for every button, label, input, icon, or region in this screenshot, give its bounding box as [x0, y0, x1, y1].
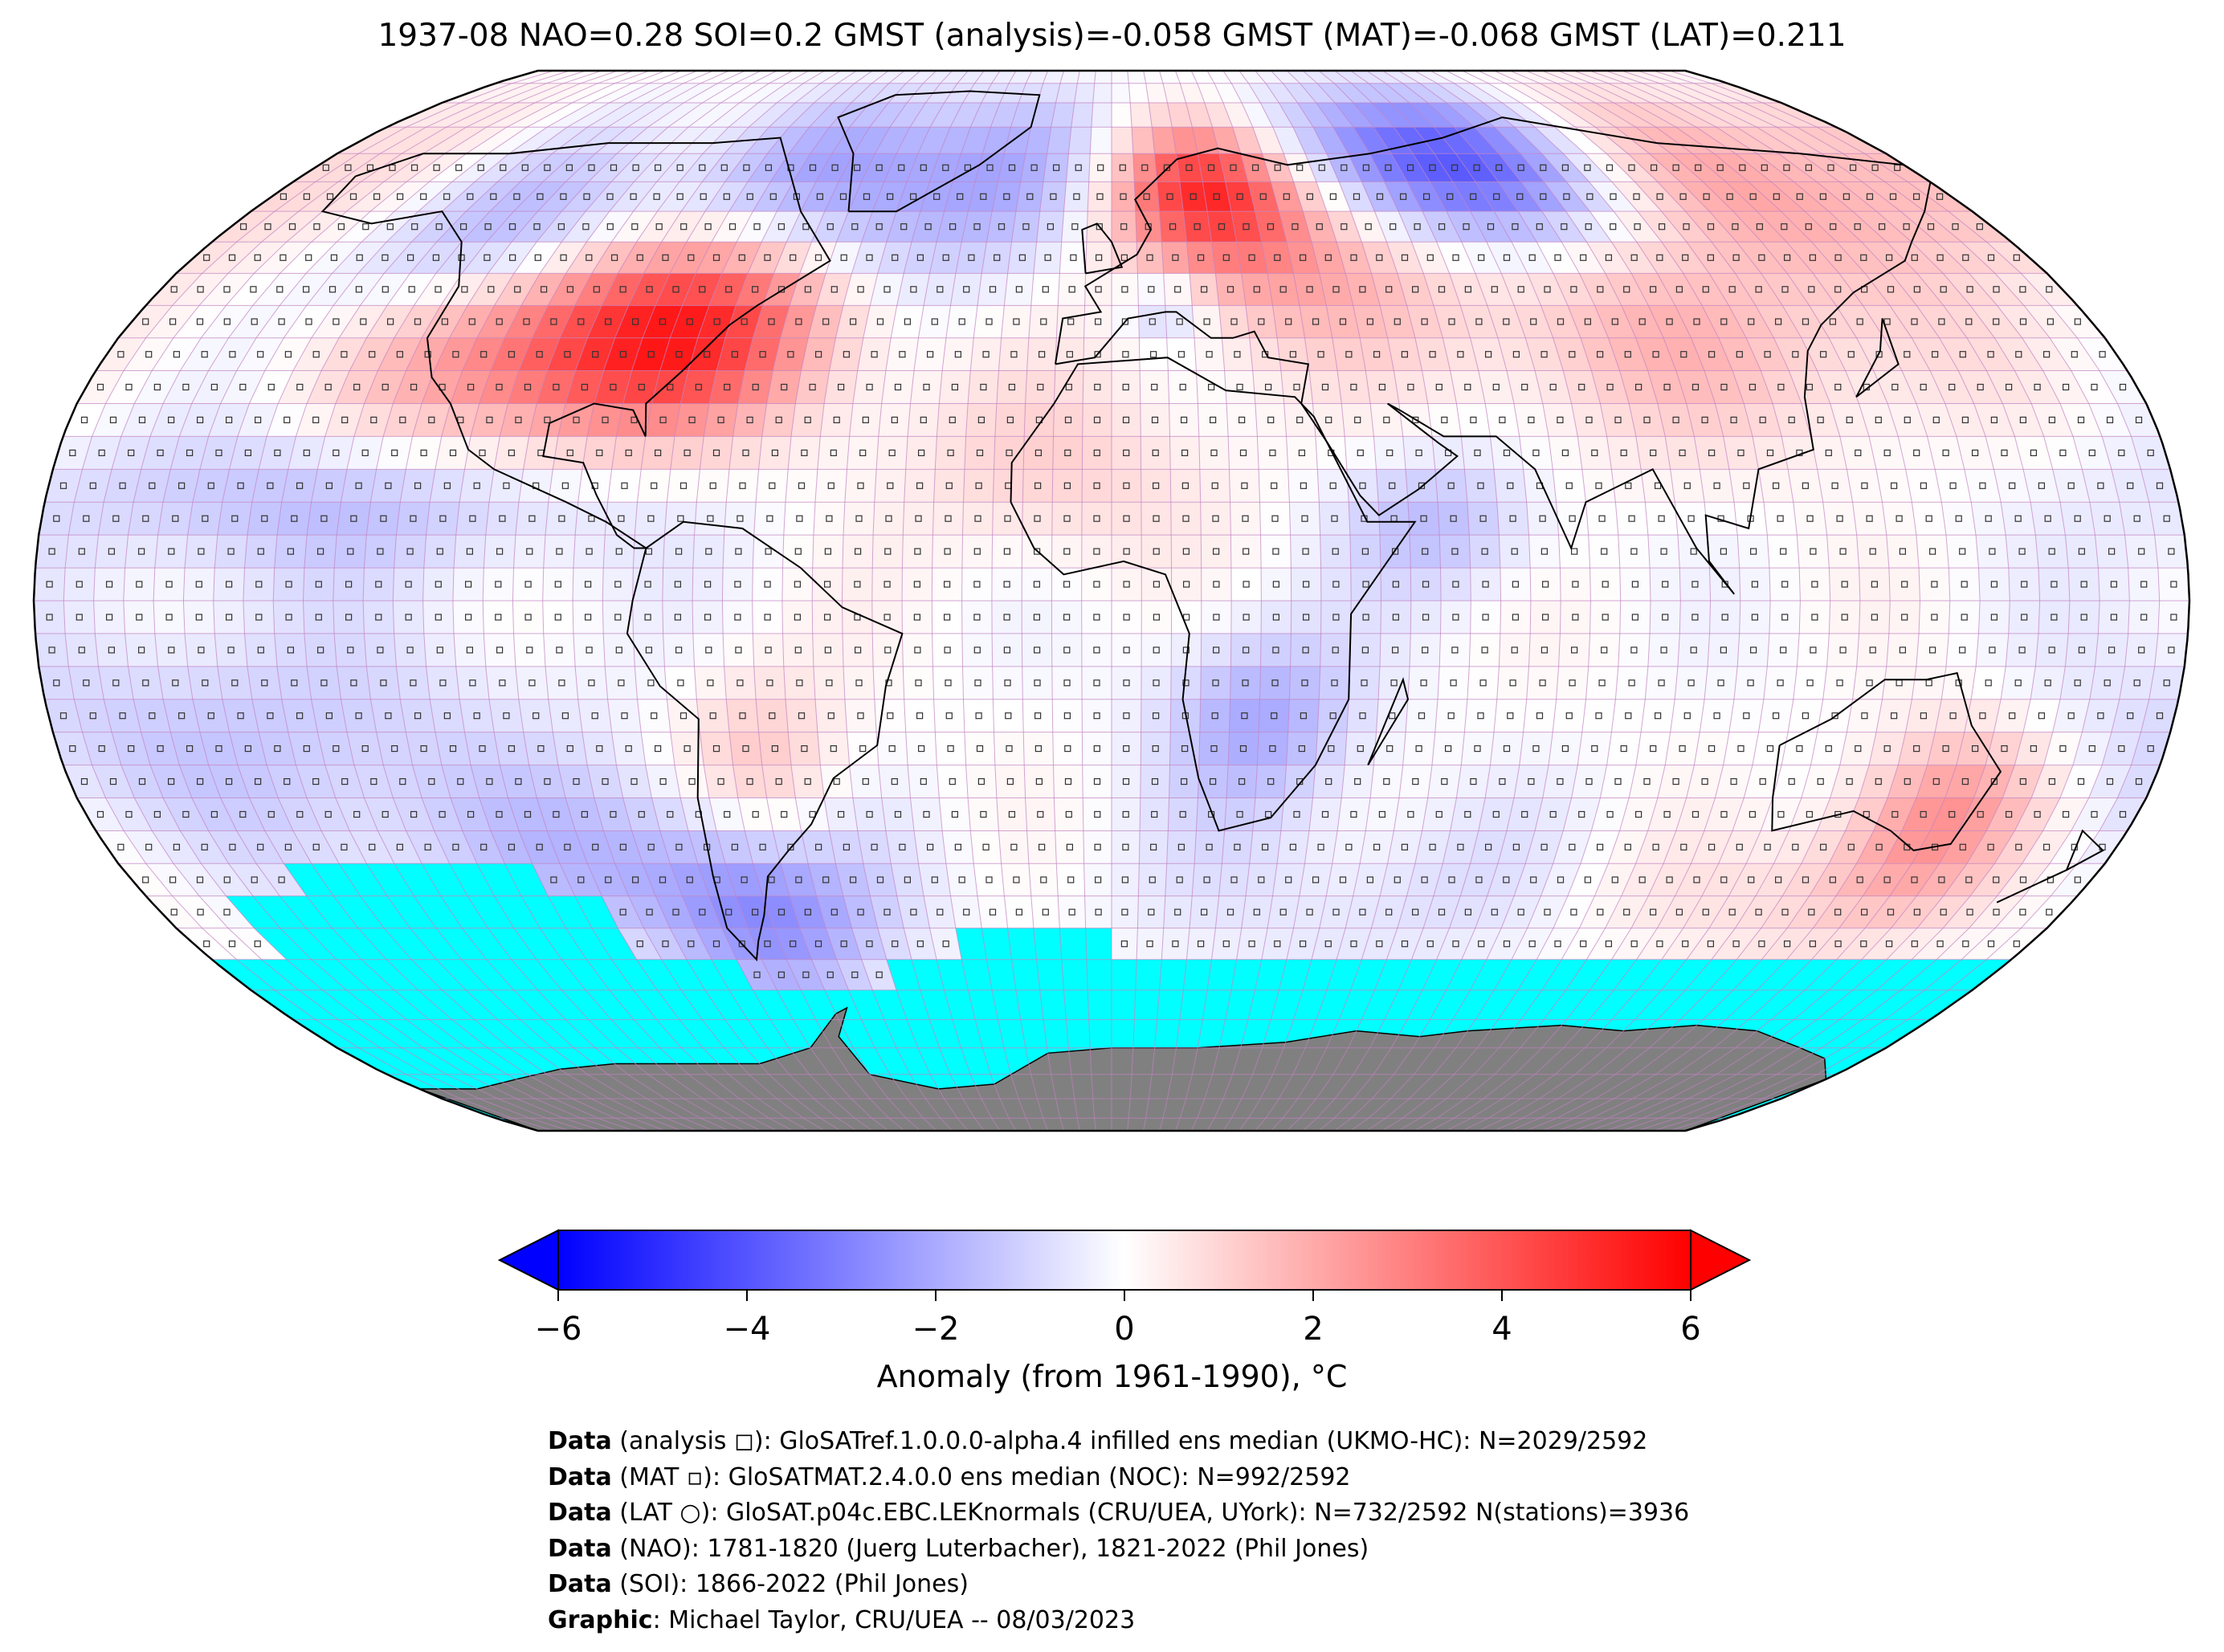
credit-line: Data (NAO): 1781-1820 (Juerg Luterbacher…: [548, 1532, 1689, 1568]
credit-text: (NAO): 1781-1820 (Juerg Luterbacher), 18…: [611, 1534, 1369, 1563]
credit-text: (LAT ○): GloSAT.p04c.EBC.LEKnormals (CRU…: [611, 1499, 1690, 1527]
credit-text: : Michael Taylor, CRU/UEA -- 08/03/2023: [652, 1605, 1136, 1634]
colorbar-tick-label: −2: [912, 1311, 960, 1348]
colorbar-body: [557, 1230, 1691, 1291]
credit-line: Data (analysis ◻): GloSATref.1.0.0.0-alp…: [548, 1424, 1689, 1460]
credit-line: Data (MAT ▫): GloSATMAT.2.4.0.0 ens medi…: [548, 1460, 1689, 1496]
world-anomaly-map: [32, 69, 2191, 1132]
credit-line: Data (SOI): 1866-2022 (Phil Jones): [548, 1567, 1689, 1603]
colorbar-label: Anomaly (from 1961-1990), °C: [876, 1359, 1348, 1394]
credit-line: Data (LAT ○): GloSAT.p04c.EBC.LEKnormals…: [548, 1495, 1689, 1532]
credit-text: (SOI): 1866-2022 (Phil Jones): [611, 1570, 969, 1598]
colorbar-tick-label: 6: [1680, 1311, 1701, 1348]
colorbar-tick-label: 2: [1303, 1311, 1324, 1348]
colorbar-tick-label: −6: [534, 1311, 582, 1348]
credit-text: (MAT ▫): GloSATMAT.2.4.0.0 ens median (N…: [611, 1462, 1351, 1491]
map-title: 1937-08 NAO=0.28 SOI=0.2 GMST (analysis)…: [377, 18, 1847, 54]
colorbar-tick-label: −4: [723, 1311, 771, 1348]
colorbar-ticks: [557, 1290, 1691, 1301]
colorbar-min-extension: [497, 1229, 559, 1291]
credit-label: Data: [548, 1462, 612, 1491]
colorbar-tick-label: 4: [1492, 1311, 1512, 1348]
credit-label: Data: [548, 1499, 612, 1527]
data-credits: Data (analysis ◻): GloSATref.1.0.0.0-alp…: [548, 1424, 1689, 1638]
station-markers: [46, 164, 2177, 978]
credit-label: Data: [548, 1534, 612, 1563]
credit-label: Data: [548, 1570, 612, 1598]
credit-line: Graphic: Michael Taylor, CRU/UEA -- 08/0…: [548, 1603, 1689, 1639]
credit-text: (analysis ◻): GloSATref.1.0.0.0-alpha.4 …: [611, 1427, 1648, 1455]
credit-label: Data: [548, 1427, 612, 1455]
credit-label: Graphic: [548, 1605, 653, 1634]
graticule-lines: [34, 71, 2189, 1131]
globe-border: [32, 69, 2191, 1132]
colorbar-max-extension: [1690, 1229, 1752, 1291]
coastlines: [320, 90, 2104, 962]
colorbar-tick-label: 0: [1114, 1311, 1135, 1348]
